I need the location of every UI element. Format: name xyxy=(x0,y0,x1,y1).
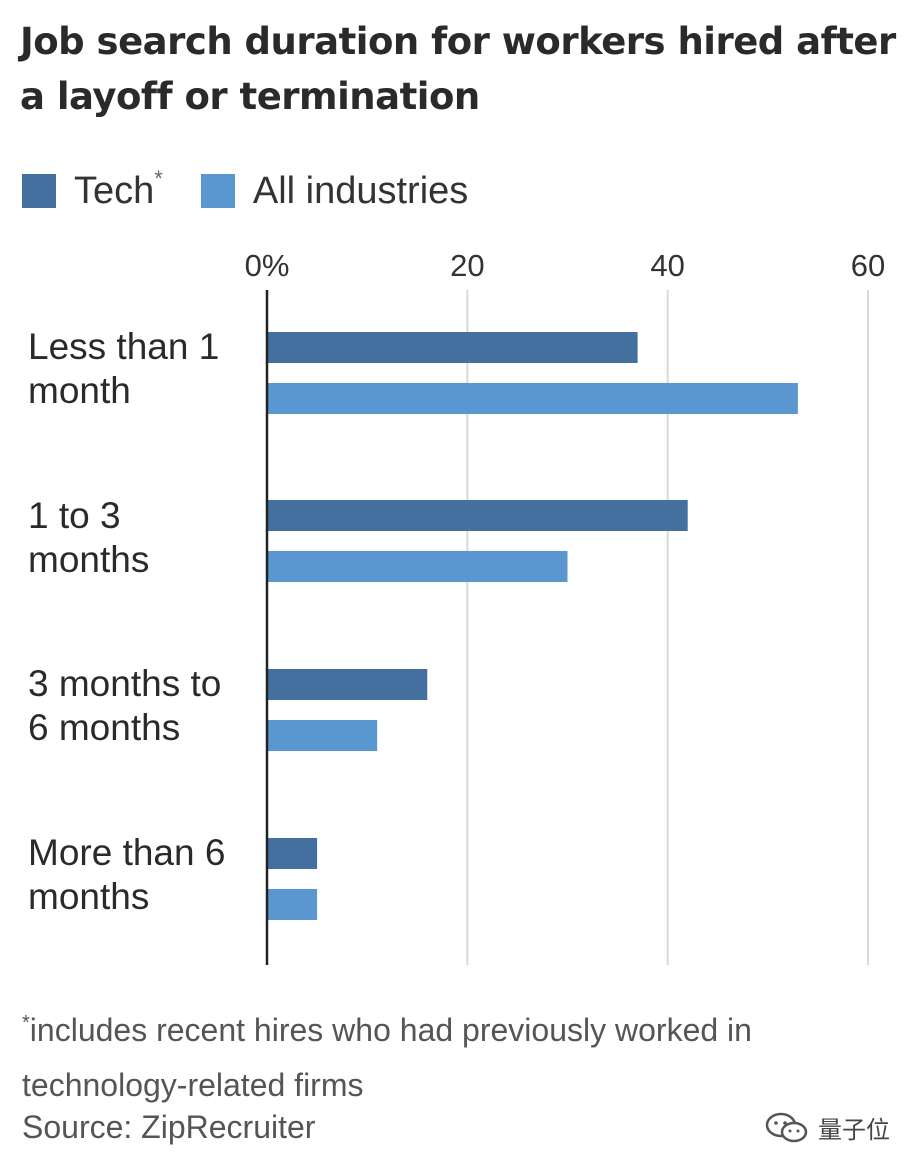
wechat-icon xyxy=(765,1112,808,1142)
category-label: More than 6 months xyxy=(28,831,268,919)
bar-tech xyxy=(267,669,428,700)
legend-item-all-industries: All industries xyxy=(200,169,469,213)
bar-tech xyxy=(267,838,318,869)
category-label-line: 1 to 3 xyxy=(28,495,121,536)
x-tick-label: 0% xyxy=(245,248,290,283)
category-label-line: 6 months xyxy=(28,707,181,748)
legend: Tech * All industries xyxy=(22,166,506,216)
category-label: 1 to 3 months xyxy=(28,494,268,582)
legend-asterisk: * xyxy=(154,166,163,191)
bar-all-industries xyxy=(267,720,378,751)
bar-all-industries xyxy=(267,889,318,920)
legend-label-tech: Tech xyxy=(74,169,155,212)
footnote: *includes recent hires who had previousl… xyxy=(22,1005,882,1110)
legend-label-all-industries: All industries xyxy=(252,169,469,212)
bar-chart: 0% 20 40 60 xyxy=(245,248,885,965)
legend-item-tech: Tech * xyxy=(22,166,163,213)
chart-title: Job search duration for workers hired af… xyxy=(20,20,896,118)
bar-all-industries xyxy=(267,383,798,414)
category-label-line: months xyxy=(28,876,150,917)
x-tick-label: 20 xyxy=(450,248,484,283)
bar-tech xyxy=(267,332,638,363)
bar-tech xyxy=(267,500,688,531)
legend-swatch-all-industries xyxy=(200,174,235,208)
x-tick-label: 40 xyxy=(650,248,684,283)
category-label-line: Less than 1 xyxy=(28,326,220,367)
watermark: 量子位 xyxy=(764,1110,890,1145)
footnote-asterisk: * xyxy=(22,1012,30,1034)
bar-all-industries xyxy=(267,551,568,582)
x-tick-label: 60 xyxy=(851,248,885,283)
category-label-line: month xyxy=(28,370,131,411)
footnote-text: includes recent hires who had previously… xyxy=(22,1012,752,1103)
watermark-text: 量子位 xyxy=(818,1117,890,1144)
category-label-line: months xyxy=(28,539,150,580)
source-credit: Source: ZipRecruiter xyxy=(22,1109,316,1145)
category-label-line: 3 months to xyxy=(28,663,222,704)
category-label: 3 months to 6 months xyxy=(28,662,268,750)
category-label-line: More than 6 xyxy=(28,832,226,873)
category-label: Less than 1 month xyxy=(28,325,268,413)
legend-swatch-tech xyxy=(22,174,56,208)
